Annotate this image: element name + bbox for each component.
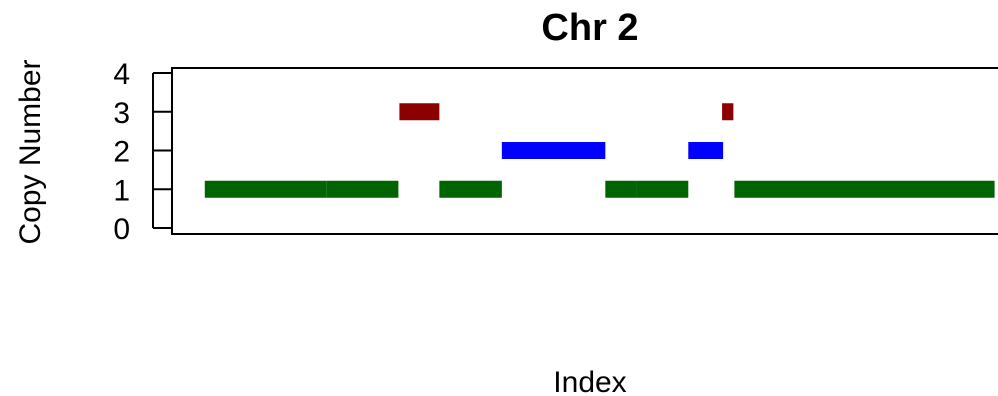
segment-cn1: [439, 180, 502, 198]
y-axis-label: Copy Number: [14, 59, 47, 244]
segment-cn2: [688, 142, 724, 159]
y-tick-label: 4: [113, 58, 130, 91]
segment-cn1: [636, 180, 689, 198]
segment-cn3: [399, 103, 440, 121]
y-tick-label: 1: [113, 174, 130, 207]
y-tick-label: 2: [113, 136, 130, 169]
segment-cn1: [326, 180, 399, 198]
segment-cn1: [605, 180, 637, 198]
y-tick-label: 0: [113, 213, 130, 246]
x-axis-label: Index: [553, 366, 626, 396]
segment-cn1: [204, 180, 327, 198]
chart-title: Chr 2: [541, 7, 638, 49]
segment-cn2: [501, 142, 606, 159]
segment-cn3: [722, 103, 734, 121]
y-tick-label: 3: [113, 97, 130, 130]
segments-layer: [204, 103, 995, 198]
y-axis: 0 1 2 3 4: [113, 58, 172, 246]
segment-cn1: [734, 180, 995, 198]
